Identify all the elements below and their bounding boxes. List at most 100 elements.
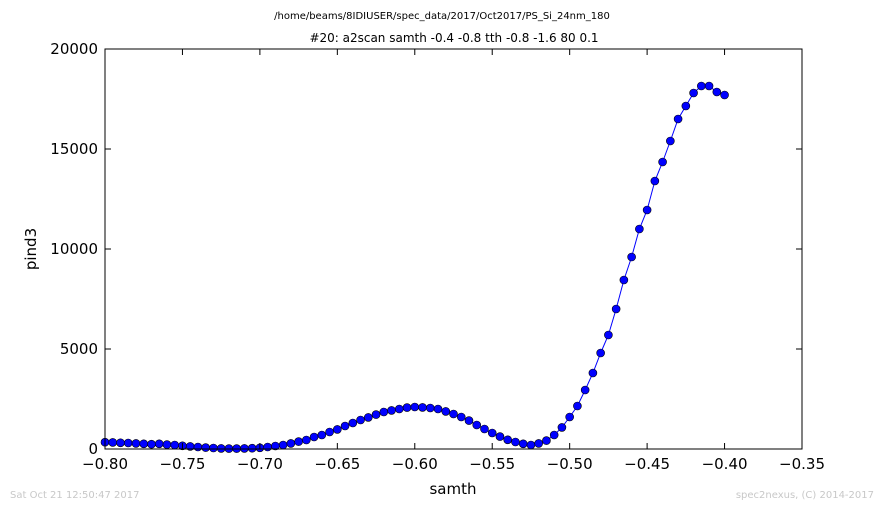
y-tick-label: 15000	[50, 140, 98, 158]
data-point	[286, 439, 296, 448]
data-point	[596, 348, 605, 358]
data-point	[333, 425, 342, 434]
data-point	[487, 428, 497, 438]
data-point	[604, 330, 613, 340]
data-point	[394, 404, 404, 414]
data-point	[588, 368, 598, 378]
data-point	[449, 409, 458, 419]
data-point	[356, 415, 365, 425]
x-tick-label: −0.50	[547, 455, 593, 473]
y-tick-label: 20000	[50, 40, 98, 58]
plot-frame	[104, 48, 803, 450]
data-point	[209, 443, 218, 453]
data-point	[503, 435, 513, 445]
data-point	[681, 101, 691, 111]
data-point	[433, 404, 443, 414]
data-point	[131, 439, 141, 448]
data-point	[720, 90, 729, 100]
data-point	[480, 424, 489, 434]
data-point	[689, 88, 698, 98]
data-point	[635, 224, 644, 234]
data-point	[123, 438, 133, 448]
x-tick-label: −0.55	[469, 455, 515, 473]
ticks-layer: −0.80 −0.75 −0.70 −0.65 −0.60 −0.55 −0.50 −0.45…	[50, 40, 825, 473]
data-point	[456, 412, 466, 422]
data-point	[565, 412, 574, 422]
data-point	[697, 81, 706, 91]
data-point	[278, 440, 288, 450]
data-point	[410, 402, 420, 412]
data-point	[712, 87, 722, 97]
footer-timestamp: Sat Oct 21 12:50:47 2017	[10, 490, 140, 501]
data-point	[371, 410, 381, 419]
data-point	[542, 436, 551, 445]
data-point	[147, 439, 156, 449]
y-tick-label: 0	[88, 440, 98, 458]
data-point	[704, 81, 714, 91]
y-tick-label: 5000	[60, 340, 98, 358]
data-point	[247, 443, 257, 453]
footer-credit: spec2nexus, (C) 2014-2017	[736, 490, 874, 501]
figure-suptitle: /home/beams/8IDIUSER/spec_data/2017/Oct2…	[274, 11, 610, 22]
data-point	[627, 252, 636, 262]
data-point	[441, 407, 451, 416]
data-point	[108, 438, 118, 447]
data-point	[216, 444, 226, 453]
y-tick-label: 10000	[50, 240, 98, 258]
data-point	[464, 416, 474, 425]
data-point	[317, 430, 327, 440]
data-point	[611, 304, 621, 314]
data-point	[387, 406, 396, 415]
data-point	[511, 437, 520, 447]
x-axis-label: samth	[429, 480, 476, 498]
data-point	[666, 136, 675, 146]
data-point	[162, 440, 172, 449]
x-tick-label: −0.80	[82, 455, 128, 473]
data-point	[518, 439, 528, 449]
data-point	[263, 442, 272, 452]
data-point	[154, 439, 164, 449]
y-axis-label: pind3	[22, 228, 40, 270]
data-point	[573, 401, 582, 411]
x-tick-label: −0.60	[392, 455, 438, 473]
data-point	[348, 418, 358, 428]
data-point	[534, 439, 543, 448]
data-point	[418, 403, 427, 412]
x-tick-label: −0.35	[779, 455, 825, 473]
data-point	[240, 444, 249, 453]
data-point	[309, 432, 319, 442]
data-point	[364, 413, 373, 422]
data-point	[294, 437, 303, 446]
data-point	[425, 403, 435, 413]
data-point	[472, 420, 482, 430]
data-point	[642, 205, 652, 215]
data-point	[116, 438, 125, 448]
chart-title: #20: a2scan samth -0.4 -0.8 tth -0.8 -1.…	[309, 31, 598, 45]
x-tick-label: −0.45	[624, 455, 670, 473]
data-point	[557, 423, 567, 432]
data-point	[619, 275, 629, 285]
data-point	[340, 421, 350, 431]
data-point	[549, 430, 559, 440]
x-tick-label: −0.70	[237, 455, 283, 473]
data-point	[495, 432, 505, 441]
data-point	[580, 385, 590, 395]
plot-background	[105, 49, 802, 449]
data-point	[402, 403, 412, 412]
data-point	[325, 427, 334, 437]
data-point	[302, 435, 311, 445]
data-point	[650, 176, 660, 186]
data-point	[379, 407, 389, 417]
data-point	[139, 439, 149, 449]
x-tick-label: −0.40	[702, 455, 748, 473]
data-point	[658, 157, 667, 167]
data-point	[170, 440, 179, 450]
data-point	[201, 443, 210, 452]
data-point	[673, 114, 683, 124]
series-layer	[100, 81, 729, 453]
x-tick-label: −0.75	[159, 455, 205, 473]
x-tick-label: −0.65	[314, 455, 360, 473]
data-point	[526, 440, 536, 450]
data-point	[193, 442, 203, 452]
